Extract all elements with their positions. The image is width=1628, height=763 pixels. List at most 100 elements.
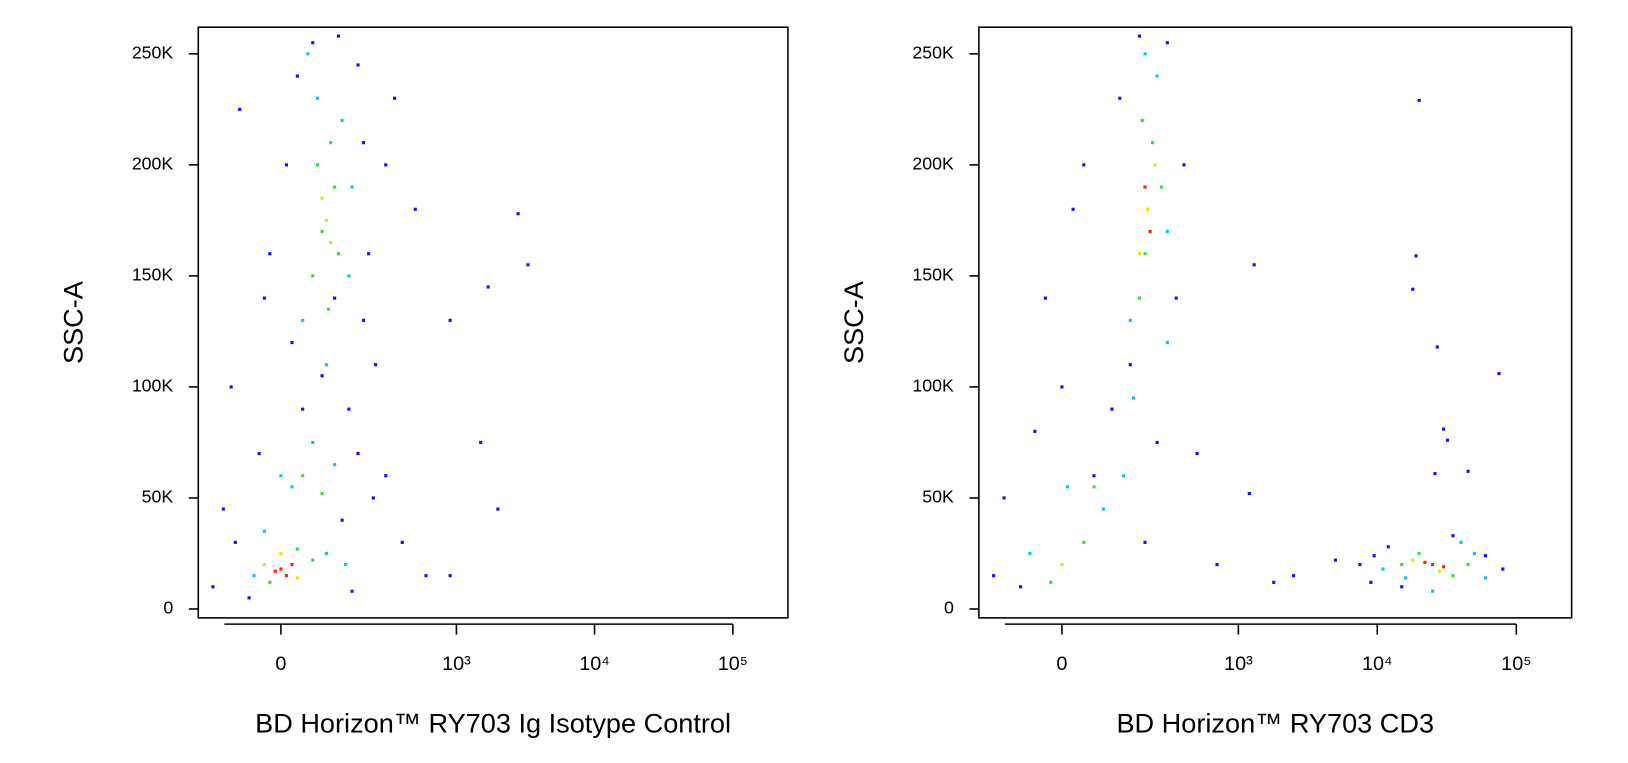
event-dot: [320, 491, 324, 496]
event-dot: [1165, 229, 1169, 234]
event-dot: [336, 252, 341, 256]
event-dot: [424, 574, 428, 578]
event-dot: [1043, 296, 1047, 300]
y-tick-label: 250K: [912, 43, 954, 63]
event-dot: [295, 547, 299, 551]
event-dot: [1071, 207, 1075, 211]
event-dot: [1414, 254, 1418, 258]
y-tick-label: 0: [163, 598, 173, 618]
x-tick-label: 10⁴: [1362, 653, 1393, 675]
event-dot: [1140, 118, 1144, 123]
event-dot: [1060, 563, 1064, 567]
event-dot: [1411, 287, 1415, 291]
event-dot: [992, 574, 996, 578]
event-dot: [1497, 372, 1501, 376]
event-dot: [516, 212, 520, 216]
event-dot: [1247, 491, 1251, 496]
event-dot: [1143, 185, 1147, 189]
event-dot: [347, 407, 351, 411]
event-dot: [279, 474, 283, 478]
event-dot: [1146, 207, 1150, 211]
event-dot: [336, 34, 341, 38]
event-dot: [273, 569, 277, 573]
event-dot: [327, 307, 331, 311]
y-tick-label: 250K: [132, 43, 174, 63]
y-tick-label: 50K: [142, 487, 174, 507]
event-dot: [1433, 471, 1437, 476]
event-dot: [1165, 41, 1169, 45]
event-dot: [1137, 296, 1142, 300]
event-dot: [1423, 560, 1427, 564]
event-dot: [1466, 469, 1470, 473]
event-dot: [311, 274, 315, 278]
event-dot: [367, 252, 371, 256]
event-dot: [290, 563, 294, 567]
plot-frame: [978, 26, 1573, 619]
event-dot: [486, 285, 490, 289]
event-dot: [526, 263, 530, 267]
event-dot: [1002, 496, 1006, 500]
event-dot: [311, 440, 315, 445]
event-dot: [371, 496, 375, 500]
event-dot: [333, 185, 337, 189]
event-dot: [257, 451, 261, 456]
event-dot: [1417, 551, 1421, 556]
y-tick-label: 200K: [132, 154, 174, 174]
event-dot: [262, 296, 266, 300]
event-dot: [211, 585, 215, 589]
event-dot: [350, 185, 354, 189]
event-dot: [1092, 485, 1096, 489]
event-dot: [1400, 585, 1404, 589]
event-dot: [1131, 396, 1136, 400]
event-dot: [284, 574, 289, 578]
event-dot: [1381, 567, 1385, 571]
event-dot: [361, 318, 366, 322]
x-tick-label: 10⁵: [718, 653, 748, 675]
event-dot: [384, 163, 388, 167]
event-dot: [320, 196, 324, 200]
event-dot: [1018, 585, 1023, 589]
event-dot: [290, 340, 294, 345]
event-dot: [301, 474, 305, 478]
event-dot: [374, 363, 378, 367]
event-dot: [1065, 485, 1070, 489]
event-dot: [1369, 580, 1373, 584]
x-axis-label: BD Horizon™ RY703 CD3: [1116, 708, 1434, 739]
event-dot: [333, 296, 337, 300]
event-dot: [268, 252, 272, 256]
event-dot: [1445, 438, 1450, 442]
event-dot: [279, 551, 283, 556]
event-dot: [301, 407, 305, 411]
event-dot: [1148, 229, 1152, 234]
event-dot: [413, 207, 417, 211]
event-dot: [238, 107, 242, 111]
event-dot: [384, 474, 388, 478]
event-dot: [1110, 407, 1114, 411]
event-dot: [1155, 74, 1159, 78]
event-dot: [350, 589, 354, 593]
x-tick-label: 0: [1056, 653, 1067, 675]
event-dot: [1442, 565, 1446, 569]
event-dot: [1143, 52, 1147, 56]
event-dot: [290, 485, 294, 489]
event-dot: [329, 141, 333, 145]
event-dot: [1404, 576, 1408, 580]
event-dot: [448, 318, 452, 322]
event-dot: [361, 141, 366, 145]
event-dot: [340, 118, 344, 123]
y-axis-label: SSC-A: [57, 280, 88, 364]
y-tick-label: 50K: [922, 487, 954, 507]
y-axis-label: SSC-A: [838, 280, 869, 364]
event-dot: [1118, 96, 1122, 100]
x-tick-label: 0: [275, 653, 286, 675]
x-tick-label: 10³: [1224, 653, 1253, 675]
event-dot: [1435, 345, 1439, 349]
event-dot: [1174, 296, 1178, 300]
event-dot: [311, 41, 315, 45]
event-dot: [1272, 580, 1276, 584]
event-dot: [392, 96, 397, 100]
event-dot: [333, 463, 337, 467]
event-dot: [1049, 580, 1053, 584]
event-dot: [1153, 163, 1157, 167]
event-dot: [262, 529, 266, 533]
